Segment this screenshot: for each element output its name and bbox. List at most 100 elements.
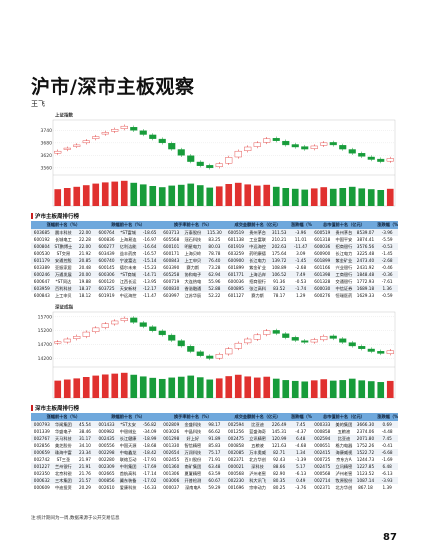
table-cell: 601899 bbox=[227, 265, 244, 270]
table-cell: 药明康德 bbox=[249, 250, 266, 256]
candle-body bbox=[196, 161, 204, 166]
table-cell: -0.59 bbox=[381, 293, 393, 298]
table-cell: 22.00 bbox=[74, 243, 96, 250]
table-cell: 603685 bbox=[31, 229, 53, 236]
table-cell: 20.29 bbox=[78, 485, 91, 490]
table-cell: 106.52 bbox=[268, 271, 290, 278]
candle-body bbox=[149, 326, 157, 331]
table-cell: 66.62 bbox=[208, 429, 221, 434]
table-cell: 中信证券 bbox=[333, 285, 355, 292]
table-cell: 82.90 bbox=[273, 471, 286, 476]
table-cell: 80.35 bbox=[268, 477, 290, 484]
table-cell: 000609 bbox=[33, 485, 50, 490]
volume-bar bbox=[158, 187, 166, 206]
table-cell: 002809 bbox=[160, 421, 183, 428]
candle-body bbox=[244, 338, 252, 344]
candle-body bbox=[130, 317, 138, 323]
candle-body bbox=[54, 150, 62, 154]
volume-bar bbox=[158, 378, 166, 398]
table-cell: -0.46 bbox=[381, 265, 393, 270]
table-cell: 中国平安 bbox=[335, 236, 353, 242]
table-cell: 1.29 bbox=[296, 293, 306, 298]
table-cell: -0.53 bbox=[295, 279, 307, 284]
table-cell: 121.63 bbox=[271, 443, 287, 448]
volume-bar bbox=[263, 376, 271, 398]
table-cell: -18.68 bbox=[142, 443, 157, 448]
table-cell: 北京科锐 bbox=[54, 470, 72, 476]
table-cell: 600647 bbox=[33, 279, 50, 284]
table-cell: 上工申贝 bbox=[182, 257, 204, 264]
table-cell: -4.37 bbox=[295, 429, 307, 434]
index-chart: 上证指数 3560 3620 3680 3740 bbox=[41, 112, 396, 207]
volume-bar bbox=[282, 380, 290, 398]
table-cell: 000037 bbox=[163, 485, 180, 490]
candle-body bbox=[130, 127, 138, 131]
table-cell: 600900 bbox=[314, 251, 331, 256]
table-cell: 38.46 bbox=[78, 429, 91, 434]
table-cell: 3225.48 bbox=[356, 251, 375, 256]
table-cell: 20.48 bbox=[78, 265, 91, 270]
table-cell: 603713 bbox=[160, 229, 183, 236]
table-cell: 京东方A bbox=[336, 456, 352, 462]
table-cell: -15.23 bbox=[142, 265, 157, 270]
table-cell: 002610 bbox=[98, 485, 115, 490]
volume-bar bbox=[101, 374, 109, 398]
table-row: 600647 *ST同达 19.88 600120 江西长运 -13.95 600719 大连… bbox=[31, 278, 398, 285]
volume-bar bbox=[149, 186, 157, 206]
volume-bar bbox=[111, 373, 119, 398]
table-cell: -18.42 bbox=[138, 449, 161, 456]
volume-bar bbox=[377, 190, 385, 206]
table-cell: 600276 bbox=[314, 293, 331, 298]
volume-bar bbox=[253, 185, 261, 206]
table-cell: 晨丰科技 bbox=[52, 229, 75, 236]
table-cell: 联络互动 bbox=[119, 456, 137, 462]
candle-body bbox=[386, 350, 394, 354]
table-cell: 工业富联 bbox=[249, 236, 266, 242]
table-cell: 0.49 bbox=[289, 477, 312, 484]
candle-body bbox=[120, 317, 128, 321]
volume-bar bbox=[92, 183, 100, 206]
column-header: 跌幅前十名（%） bbox=[95, 413, 161, 421]
table-cell: 长江电力 bbox=[335, 250, 353, 256]
volume-bar bbox=[215, 378, 223, 398]
table-cell: 7.49 bbox=[289, 271, 312, 278]
volume-bar bbox=[225, 184, 233, 206]
table-cell: 0.69 bbox=[376, 421, 398, 428]
volume-bar bbox=[92, 375, 100, 398]
table-cell: 002654 bbox=[160, 449, 183, 456]
table-cell: 好上好 bbox=[182, 435, 204, 442]
column-header: 涨跌幅（%） bbox=[376, 413, 398, 421]
table-cell: 万丰奥威 bbox=[246, 449, 269, 456]
table-cell: 000982 bbox=[98, 429, 115, 434]
table-cell: 000793 bbox=[31, 421, 53, 428]
table-cell: 600030 bbox=[311, 285, 334, 292]
table-row: 002767 天马科技 31.17 002435 长江健康 -18.99 001298 好上好… bbox=[31, 435, 398, 442]
section-title: 深市主板周排行榜 bbox=[35, 406, 80, 412]
candle-body bbox=[244, 146, 252, 151]
table-cell: 600804 bbox=[31, 243, 53, 250]
table-cell: -3.76 bbox=[295, 485, 307, 490]
table-cell: 1752.26 bbox=[356, 443, 375, 448]
y-tick-label: 3560 bbox=[41, 165, 53, 171]
table-cell: 600171 bbox=[163, 251, 180, 256]
table-cell: 91.36 bbox=[273, 279, 286, 284]
table-cell: 五粮液 bbox=[337, 428, 351, 434]
column-header: 涨幅前十名（%） bbox=[31, 413, 96, 421]
table-cell: 600519 bbox=[311, 229, 334, 236]
table-cell: 83.25 bbox=[208, 237, 221, 242]
table-cell: 002767 bbox=[31, 435, 53, 442]
header-row: 涨幅前十名（%） 跌幅前十名（%） 换手率前十名（%） 成交金额前十名（亿元） 涨跌幅（… bbox=[31, 221, 398, 229]
table-cell: 600740 bbox=[95, 257, 118, 264]
table-cell: 1087.14 bbox=[354, 477, 377, 484]
table-cell: 交通银行 bbox=[335, 278, 353, 284]
ranking-table: 涨幅前十名（%） 跌幅前十名（%） 换手率前十名（%） 成交金额前十名（亿元） 涨跌幅（… bbox=[31, 221, 398, 299]
table-cell: 600830 bbox=[160, 285, 183, 292]
table-row: 600530 ST交昂 21.92 603439 益丰药房 -16.57 600171 上海贝… bbox=[31, 250, 398, 257]
table-cell: -1.74 bbox=[289, 285, 312, 292]
table-cell: 明星电力 bbox=[182, 243, 204, 250]
table-cell: 603997 bbox=[163, 293, 180, 298]
table-cell: 73.28 bbox=[208, 265, 221, 270]
candle-body bbox=[358, 346, 366, 349]
volume-bar bbox=[348, 378, 356, 398]
table-cell: 2473.40 bbox=[354, 257, 377, 264]
